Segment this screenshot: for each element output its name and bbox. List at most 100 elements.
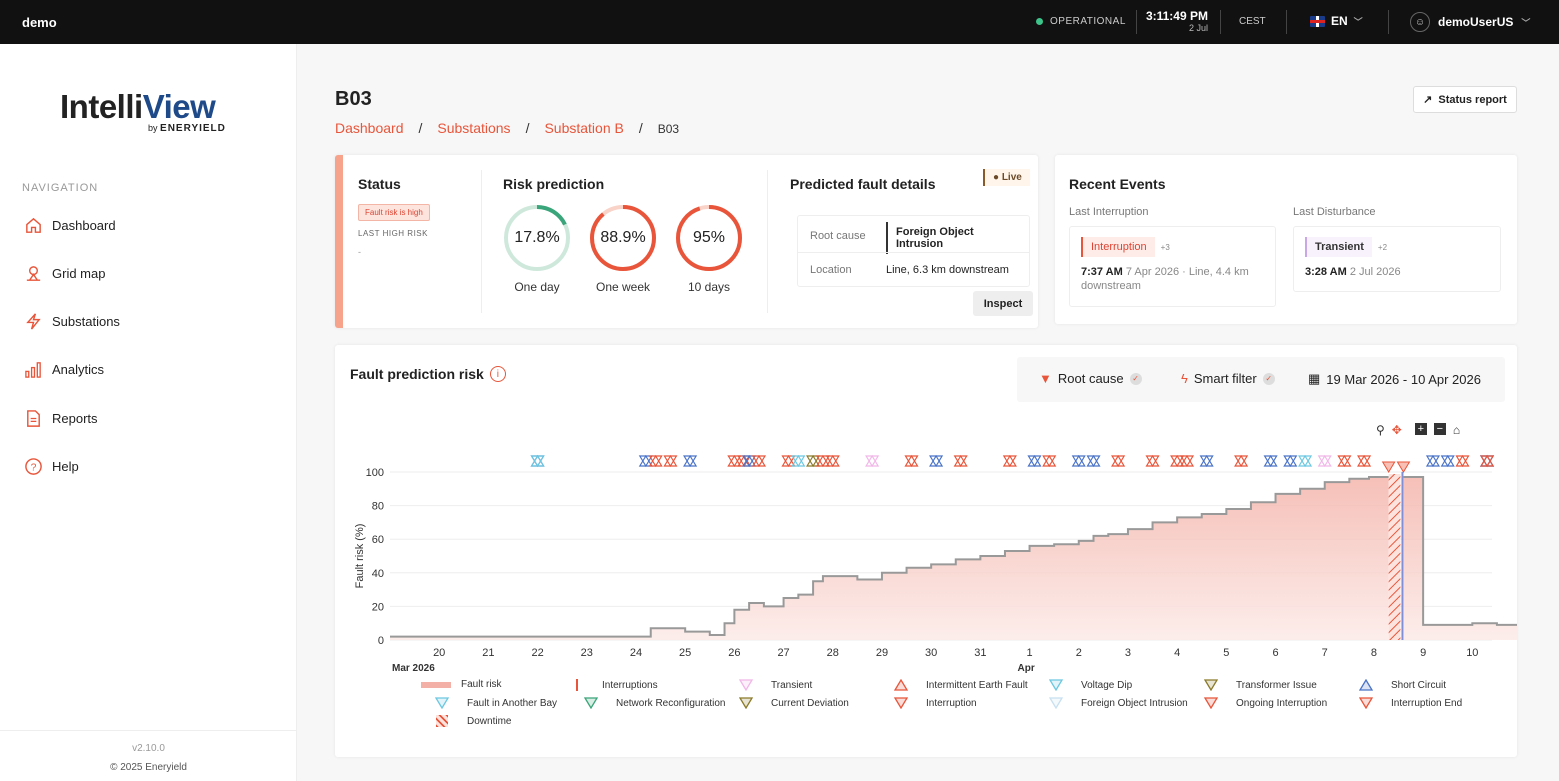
event-marker[interactable] bbox=[1027, 455, 1042, 468]
event-marker[interactable] bbox=[530, 455, 545, 468]
event-marker[interactable] bbox=[1425, 454, 1441, 467]
event-marker[interactable] bbox=[1440, 455, 1455, 468]
event-marker[interactable] bbox=[1086, 454, 1101, 467]
event-marker[interactable] bbox=[638, 454, 653, 467]
legend-item[interactable]: Fault risk bbox=[421, 679, 502, 690]
pan-icon[interactable]: ✥ bbox=[1391, 423, 1402, 437]
event-marker[interactable] bbox=[1297, 454, 1313, 467]
legend-item[interactable]: Current Deviation bbox=[731, 697, 849, 709]
breadcrumb-substations[interactable]: Substations bbox=[437, 120, 511, 136]
event-marker[interactable] bbox=[953, 455, 968, 468]
event-marker[interactable] bbox=[1263, 454, 1278, 467]
event-marker[interactable] bbox=[751, 454, 767, 467]
event-marker[interactable] bbox=[1480, 455, 1495, 468]
event-marker[interactable] bbox=[1042, 455, 1057, 468]
event-marker[interactable] bbox=[1263, 455, 1278, 468]
event-marker[interactable] bbox=[648, 454, 663, 467]
event-marker[interactable] bbox=[1480, 454, 1495, 467]
event-marker[interactable] bbox=[663, 454, 678, 467]
zoom-icon[interactable]: ⚲ bbox=[1376, 423, 1385, 437]
event-marker[interactable] bbox=[1480, 455, 1495, 468]
date-range-picker[interactable]: ▦ 19 Mar 2026 - 10 Apr 2026 bbox=[1308, 371, 1481, 387]
event-marker[interactable] bbox=[1234, 455, 1249, 468]
event-marker[interactable] bbox=[904, 455, 919, 468]
event-marker[interactable] bbox=[727, 454, 742, 467]
event-marker[interactable] bbox=[1111, 454, 1126, 467]
legend-item[interactable]: Network Reconfiguration bbox=[576, 697, 726, 709]
event-marker[interactable] bbox=[1086, 455, 1101, 468]
legend-item[interactable]: Voltage Dip bbox=[1041, 679, 1132, 691]
event-marker[interactable] bbox=[1283, 454, 1298, 467]
event-marker[interactable] bbox=[663, 455, 678, 468]
event-marker[interactable] bbox=[1337, 454, 1352, 467]
last-interruption-event[interactable]: Interruption +3 7:37 AM 7 Apr 2026 · Line… bbox=[1069, 226, 1276, 307]
sidebar-item-analytics[interactable]: Analytics bbox=[24, 360, 104, 379]
legend-item[interactable]: Downtime bbox=[427, 715, 511, 727]
event-marker[interactable] bbox=[1357, 455, 1372, 468]
interruption-end-marker[interactable] bbox=[1396, 461, 1411, 473]
legend-item[interactable]: Foreign Object Intrusion bbox=[1041, 697, 1188, 709]
event-marker[interactable] bbox=[1199, 454, 1214, 467]
smart-filter[interactable]: ϟ Smart filter ✓ bbox=[1181, 371, 1275, 386]
event-marker[interactable] bbox=[1455, 455, 1470, 468]
sidebar-item-help[interactable]: ? Help bbox=[24, 457, 79, 476]
event-marker[interactable] bbox=[742, 454, 757, 467]
event-marker[interactable] bbox=[530, 454, 545, 467]
event-marker[interactable] bbox=[1111, 455, 1126, 468]
event-marker[interactable] bbox=[683, 455, 698, 468]
legend-item[interactable]: Interruption End bbox=[1351, 697, 1462, 709]
event-marker[interactable] bbox=[865, 454, 880, 467]
legend-item[interactable]: Intermittent Earth Fault bbox=[886, 679, 1028, 691]
event-marker[interactable] bbox=[929, 454, 944, 467]
event-marker[interactable] bbox=[1440, 454, 1455, 467]
legend-item[interactable]: Fault in Another Bay bbox=[427, 697, 557, 709]
interruption-end-marker[interactable] bbox=[1381, 461, 1396, 473]
zoom-out-icon[interactable]: − bbox=[1433, 423, 1446, 435]
event-marker[interactable] bbox=[1357, 454, 1372, 467]
event-marker[interactable] bbox=[953, 454, 968, 467]
event-marker[interactable] bbox=[904, 454, 919, 467]
legend-item[interactable]: Ongoing Interruption bbox=[1196, 697, 1327, 709]
event-marker[interactable] bbox=[530, 455, 545, 468]
language-selector[interactable]: EN ﹀ bbox=[1310, 14, 1363, 28]
last-disturbance-event[interactable]: Transient +2 3:28 AM 2 Jul 2026 bbox=[1293, 226, 1501, 292]
sidebar-item-reports[interactable]: Reports bbox=[24, 409, 98, 428]
event-marker[interactable] bbox=[530, 454, 545, 467]
event-marker[interactable] bbox=[929, 455, 944, 468]
info-icon[interactable]: i bbox=[489, 366, 506, 382]
event-marker[interactable] bbox=[1170, 454, 1185, 467]
event-marker[interactable] bbox=[1179, 454, 1195, 467]
sidebar-item-grid-map[interactable]: Grid map bbox=[24, 264, 105, 283]
event-marker[interactable] bbox=[865, 455, 880, 468]
event-marker[interactable] bbox=[1145, 454, 1160, 467]
reset-home-icon[interactable]: ⌂ bbox=[1452, 423, 1461, 437]
event-marker[interactable] bbox=[1317, 454, 1332, 467]
event-marker[interactable] bbox=[1455, 454, 1470, 467]
event-marker[interactable] bbox=[1297, 455, 1313, 468]
breadcrumb-substation-b[interactable]: Substation B bbox=[544, 120, 624, 136]
user-menu[interactable]: ☺ demoUserUS ﹀ bbox=[1410, 12, 1530, 32]
event-marker[interactable] bbox=[1480, 455, 1495, 468]
event-marker[interactable] bbox=[1199, 455, 1214, 468]
event-marker[interactable] bbox=[1234, 454, 1249, 467]
root-cause-filter[interactable]: ▼ Root cause ✓ bbox=[1039, 371, 1142, 386]
event-marker[interactable] bbox=[1071, 454, 1086, 467]
event-marker[interactable] bbox=[1027, 454, 1042, 467]
legend-item[interactable]: Transformer Issue bbox=[1196, 679, 1317, 691]
status-report-button[interactable]: ↗ Status report bbox=[1413, 86, 1517, 113]
breadcrumb-dashboard[interactable]: Dashboard bbox=[335, 120, 404, 136]
event-marker[interactable] bbox=[806, 454, 821, 467]
event-marker[interactable] bbox=[1002, 455, 1017, 468]
legend-item[interactable]: Interruption bbox=[886, 697, 977, 709]
legend-item[interactable]: Transient bbox=[731, 679, 812, 691]
event-marker[interactable] bbox=[1480, 454, 1495, 467]
event-marker[interactable] bbox=[1042, 454, 1057, 467]
legend-item[interactable]: Interruptions bbox=[576, 679, 658, 691]
event-marker[interactable] bbox=[1145, 455, 1160, 468]
event-marker[interactable] bbox=[1480, 454, 1495, 467]
event-marker[interactable] bbox=[781, 454, 796, 467]
event-marker[interactable] bbox=[815, 454, 830, 467]
event-marker[interactable] bbox=[1071, 455, 1086, 468]
event-marker[interactable] bbox=[683, 454, 698, 467]
legend-item[interactable]: Short Circuit bbox=[1351, 679, 1446, 691]
